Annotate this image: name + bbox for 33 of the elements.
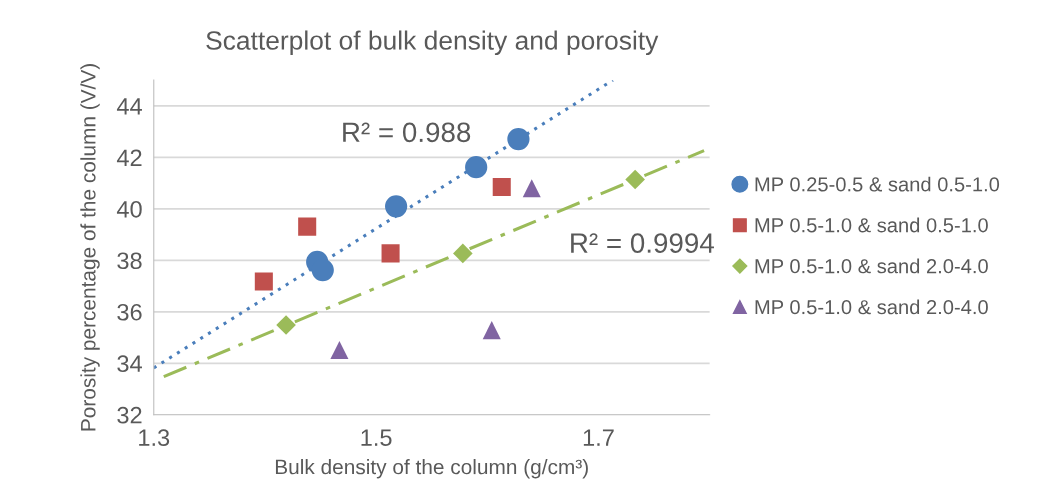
- legend-label: MP 0.5-1.0 & sand 0.5-1.0: [755, 217, 988, 233]
- y-tick-label: 36: [117, 303, 142, 321]
- point: [465, 156, 488, 179]
- point: [507, 127, 530, 151]
- point: [254, 272, 273, 291]
- y-tick-label: 42: [116, 149, 142, 166]
- annotation: R² = 0.9994: [571, 233, 714, 253]
- point: [385, 195, 408, 218]
- point: [625, 169, 645, 190]
- y-axis-title: Porosity percentage of the column (V/V): [80, 64, 100, 431]
- point: [522, 179, 541, 198]
- y-tick-label: 38: [117, 252, 142, 270]
- legend-label: MP 0.25-0.5 & sand 0.5-1.0: [755, 176, 1000, 192]
- point: [311, 259, 334, 282]
- annotation: R² = 0.988: [343, 122, 471, 143]
- y-tick-label: 44: [116, 98, 142, 115]
- x-tick-label: 1.7: [583, 429, 614, 446]
- y-tick-label: 40: [116, 200, 142, 218]
- point: [330, 340, 349, 359]
- point: [492, 177, 511, 196]
- point: [381, 244, 400, 263]
- point: [453, 243, 473, 264]
- legend-label: MP 0.5-1.0 & sand 2.0-4.0: [755, 299, 988, 315]
- point: [276, 315, 296, 335]
- chart-title: Scatterplot of bulk density and porosity: [206, 30, 659, 56]
- x-tick-label: 1.5: [361, 429, 392, 447]
- y-tick-label: 34: [117, 355, 142, 373]
- legend-label: MP 0.5-1.0 & sand 2.0-4.0: [755, 258, 988, 274]
- point: [482, 321, 501, 340]
- x-axis-title: Bulk density of the column (g/cm³): [275, 459, 588, 479]
- x-tick-label: 1.3: [139, 429, 170, 447]
- point: [298, 217, 317, 236]
- y-tick-label: 32: [117, 406, 142, 424]
